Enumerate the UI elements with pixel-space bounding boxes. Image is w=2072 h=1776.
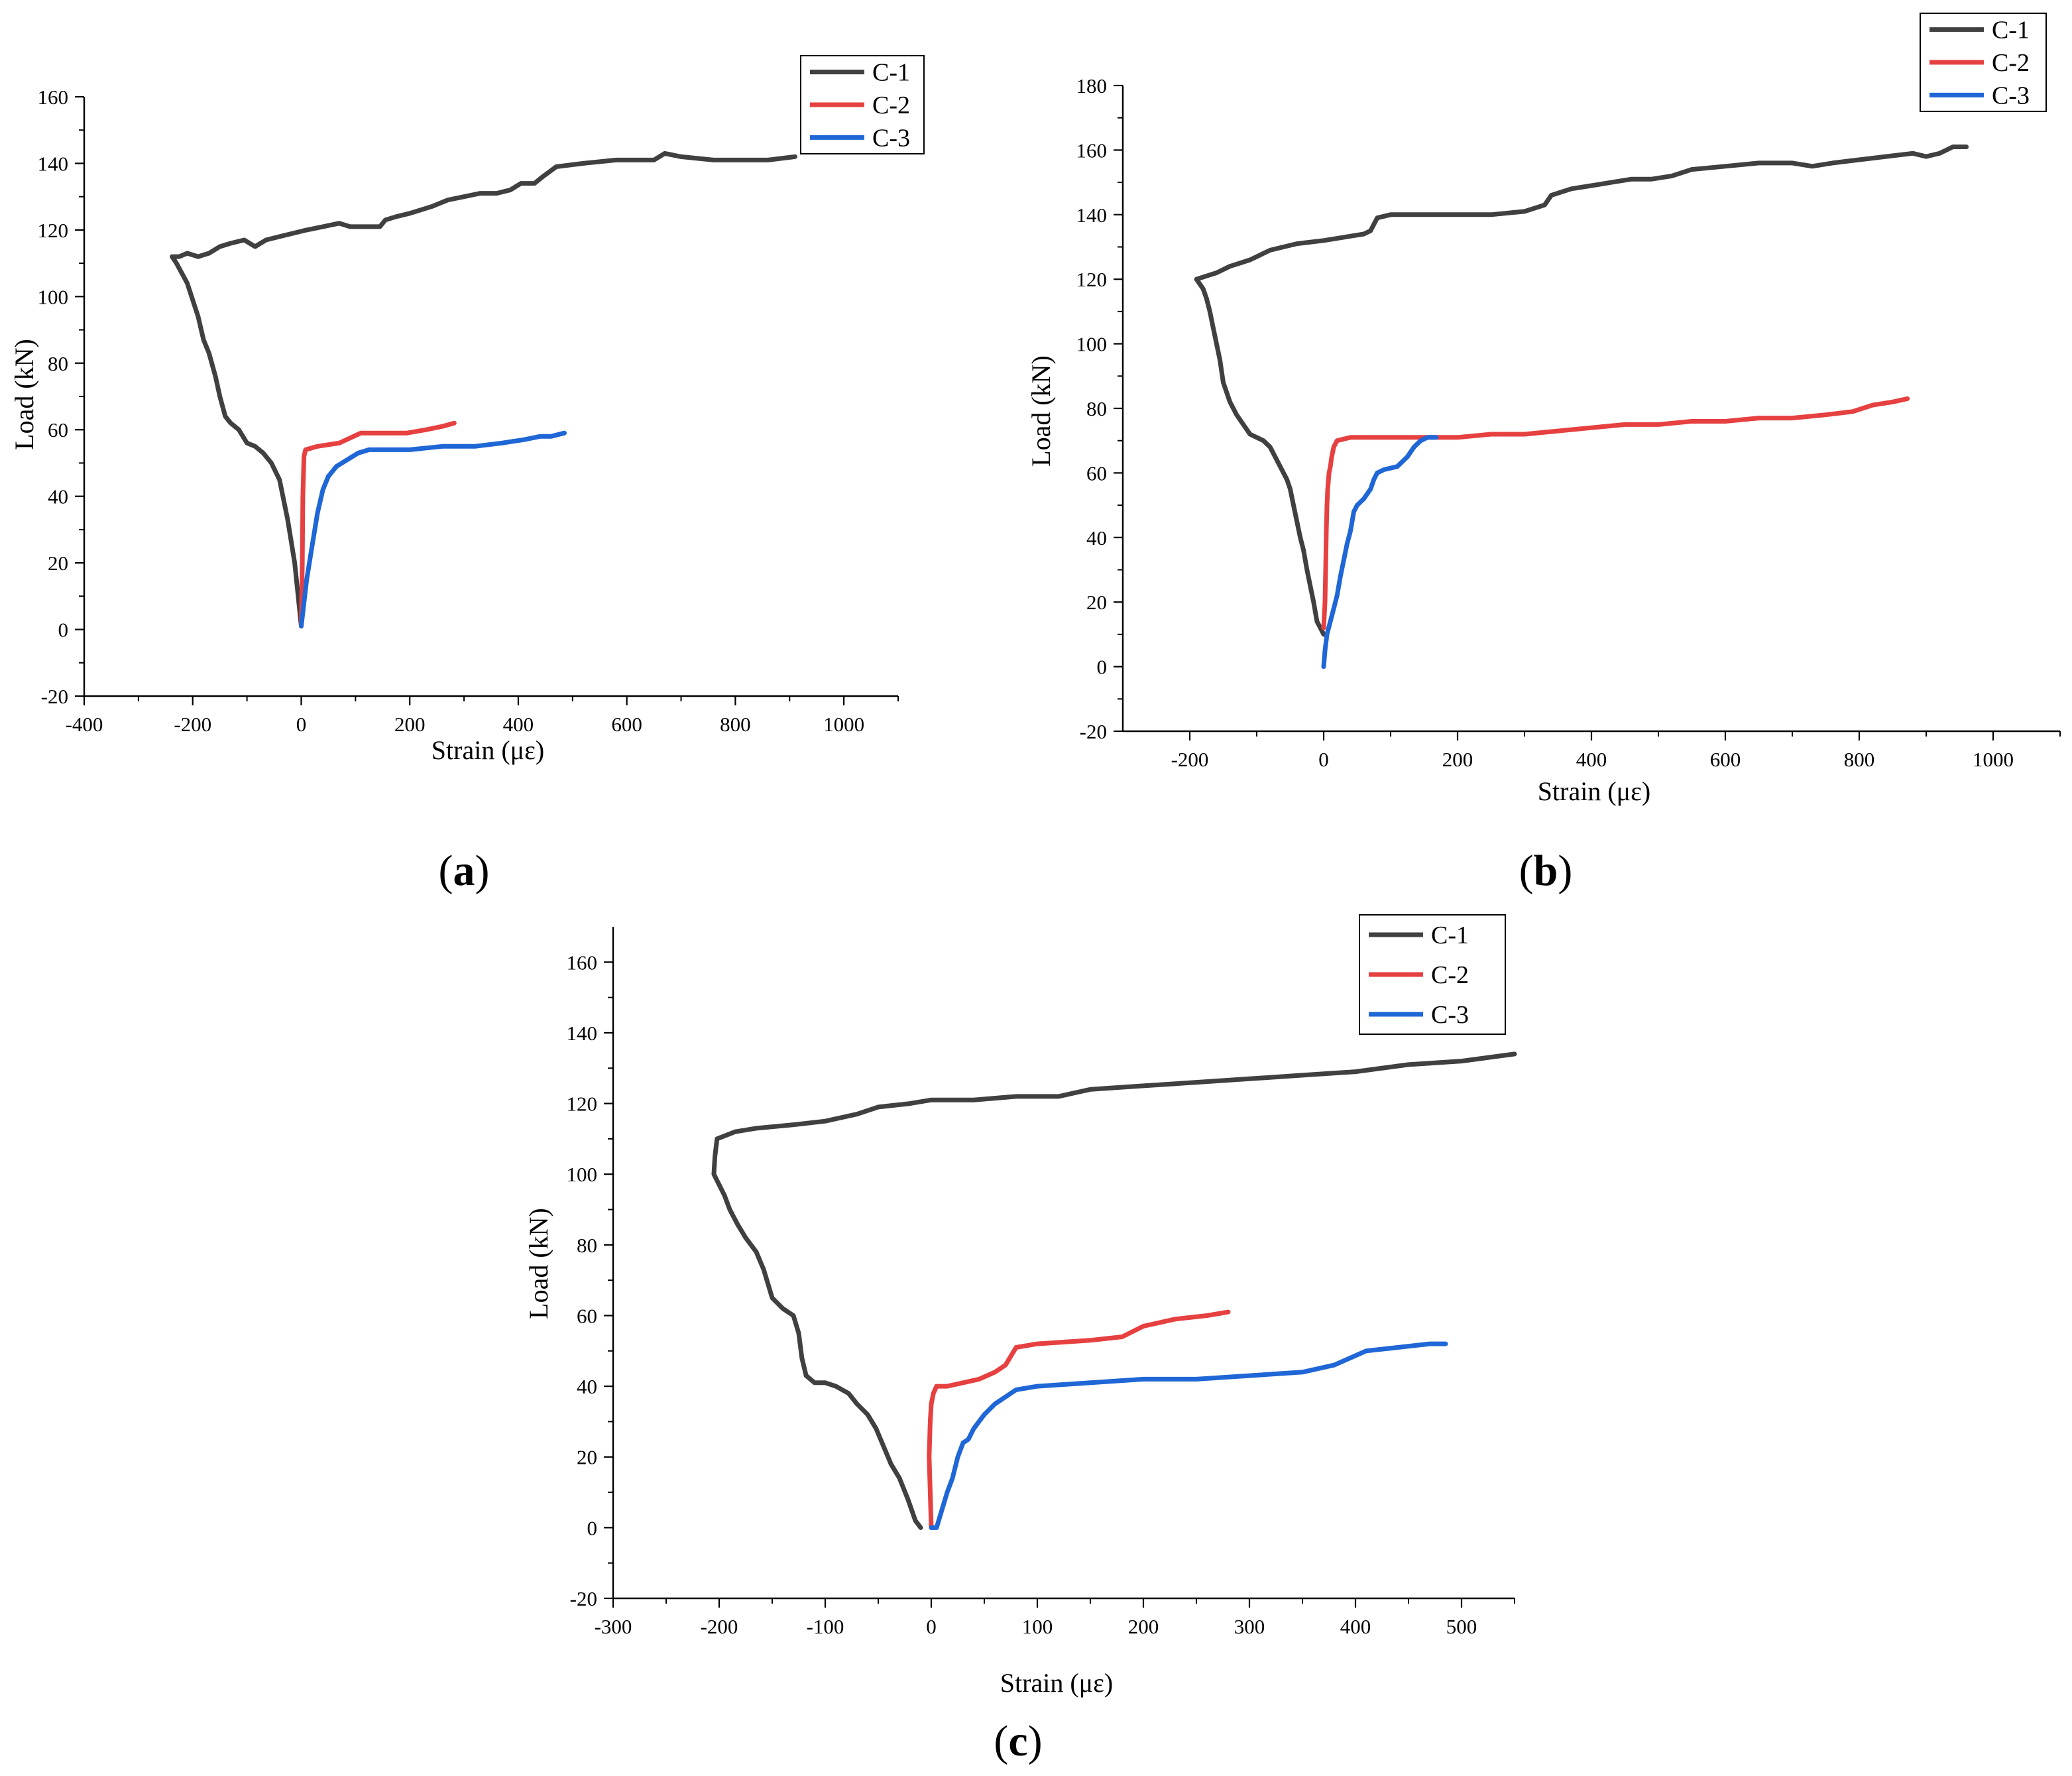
- panel-b-legend-label: C-1: [1992, 17, 2030, 44]
- panel-a-ytick-label: 60: [48, 418, 68, 442]
- panel-a-legend: C-1 C-2 C-3: [800, 55, 925, 154]
- panel-b-ytick-label: 60: [1086, 461, 1107, 485]
- panel-c-xtick-label: 200: [1128, 1615, 1159, 1638]
- panel-c-legend: C-1 C-2 C-3: [1359, 914, 1506, 1035]
- panel-a-ytick-label: 40: [48, 485, 68, 508]
- panel-c-xtick-label: 300: [1234, 1615, 1265, 1638]
- panel-c-series-c-3: [929, 1341, 1448, 1530]
- panel-a-frame: [83, 97, 898, 697]
- panel-a-ytick-label: 140: [38, 152, 69, 175]
- panel-a-series-c-1: [170, 150, 797, 628]
- panel-c-legend-label: C-1: [1431, 921, 1469, 949]
- panel-b-xtick-label: 200: [1442, 748, 1473, 771]
- panel-b-xtick-label: 600: [1710, 748, 1741, 771]
- panel-a-xtick-label: 600: [611, 713, 642, 736]
- panel-a-series: [170, 150, 797, 628]
- panel-c-ytick-label: 100: [567, 1163, 598, 1186]
- panel-c-xtick-label: 400: [1340, 1615, 1371, 1638]
- panel-b-ylabel: Load (kN): [1026, 355, 1056, 467]
- panel-c-ylabel: Load (kN): [524, 1208, 553, 1319]
- panel-a-ytick-label: 120: [38, 219, 69, 242]
- panel-a-legend-label: C-3: [872, 124, 910, 152]
- panel-b-legend-label: C-2: [1992, 49, 2030, 77]
- panel-b-frame: [1122, 86, 2060, 733]
- panel-c-xtick-label: -300: [595, 1615, 632, 1638]
- panel-c-ytick-label: 140: [567, 1022, 598, 1045]
- panel-c-series: [711, 1051, 1517, 1530]
- panel-b-ytick-label: 40: [1086, 526, 1107, 550]
- panel-a-xtick-label: 1000: [823, 713, 864, 736]
- panel-b-xlabel: Strain (με): [1538, 776, 1650, 806]
- panel-a-series-c-2: [299, 420, 457, 628]
- panel-a-ytick-label: 100: [38, 285, 69, 308]
- panel-b-xtick-label: 1000: [1973, 748, 2014, 771]
- panel-c-frame: [612, 927, 1515, 1600]
- panel-b-ytick-label: 160: [1076, 139, 1108, 162]
- panel-a-ytick-label: 160: [38, 86, 69, 109]
- panel-a-legend-label: C-2: [872, 91, 910, 119]
- panel-a-xtick-label: 400: [503, 713, 534, 736]
- panel-b-ytick-label: 100: [1076, 333, 1108, 356]
- panel-a-xtick-label: -400: [66, 713, 103, 736]
- panel-b-xtick-label: -200: [1171, 748, 1209, 771]
- panel-c-series-c-2: [927, 1309, 1231, 1530]
- panel-b-legend-label: C-3: [1992, 82, 2030, 109]
- panel-c-xtick-label: -100: [807, 1615, 844, 1638]
- panel-a-xtick-label: 0: [296, 713, 307, 736]
- panel-c-xlabel: Strain (με): [1000, 1668, 1113, 1698]
- panel-c-ytick-label: 160: [567, 951, 598, 974]
- panel-a-ytick-label: -20: [41, 685, 68, 708]
- panel-a-xtick-label: 200: [394, 713, 426, 736]
- panel-b-xtick-label: 0: [1318, 748, 1329, 771]
- panel-c-ytick-label: 80: [577, 1234, 597, 1257]
- panel-b-ytick-label: -20: [1080, 720, 1107, 743]
- panel-a-xtick-label: -200: [174, 713, 211, 736]
- panel-a-ytick-label: 80: [48, 352, 68, 375]
- panel-b-legend: C-1 C-2 C-3: [1920, 13, 2047, 112]
- panel-b-series-c-2: [1321, 396, 1910, 630]
- panel-c-xtick-label: 0: [926, 1615, 937, 1638]
- panel-b-ytick-label: 80: [1086, 397, 1107, 420]
- panel-a-series-c-3: [299, 430, 567, 628]
- panel-b-ytick-label: 20: [1086, 591, 1107, 614]
- panel-a-ytick-label: 0: [58, 619, 69, 642]
- panel-a-ylabel: Load (kN): [9, 339, 39, 450]
- panel-c-xtick-label: 500: [1446, 1615, 1477, 1638]
- panel-a-ytick-label: 20: [48, 552, 68, 575]
- panel-c-xtick-label: 100: [1022, 1615, 1053, 1638]
- panel-c-ytick-label: 0: [587, 1516, 598, 1539]
- panel-b-series-c-1: [1194, 145, 1969, 637]
- panel-b-series: [1194, 145, 1969, 670]
- panel-b-label: (b): [1519, 847, 1573, 895]
- panel-c-legend-label: C-3: [1431, 1001, 1469, 1029]
- panel-a-xtick-label: 800: [720, 713, 751, 736]
- panel-c-label: (c): [994, 1717, 1042, 1765]
- panel-b-ytick-label: 120: [1076, 268, 1108, 291]
- panel-c-ytick-label: 60: [577, 1304, 597, 1327]
- panel-c-ytick-label: 40: [577, 1375, 597, 1398]
- panel-b-xtick-label: 400: [1576, 748, 1607, 771]
- panel-b-xtick-label: 800: [1844, 748, 1875, 771]
- panel-c-legend-label: C-2: [1431, 961, 1469, 989]
- panel-a-xlabel: Strain (με): [432, 735, 544, 765]
- panel-c-ytick-label: 120: [567, 1093, 598, 1116]
- panel-b-ytick-label: 180: [1076, 74, 1108, 97]
- panel-b-ytick-label: 140: [1076, 204, 1108, 227]
- panel-a-legend-label: C-1: [872, 59, 910, 87]
- panel-a-label: (a): [439, 847, 490, 895]
- panel-c-ytick-label: -20: [570, 1587, 597, 1610]
- panel-b-series-c-3: [1321, 435, 1439, 670]
- panel-b-ytick-label: 0: [1097, 656, 1108, 679]
- panel-c-xtick-label: -200: [701, 1615, 738, 1638]
- panel-c-series-c-1: [711, 1051, 1517, 1530]
- panel-c-ytick-label: 20: [577, 1446, 597, 1469]
